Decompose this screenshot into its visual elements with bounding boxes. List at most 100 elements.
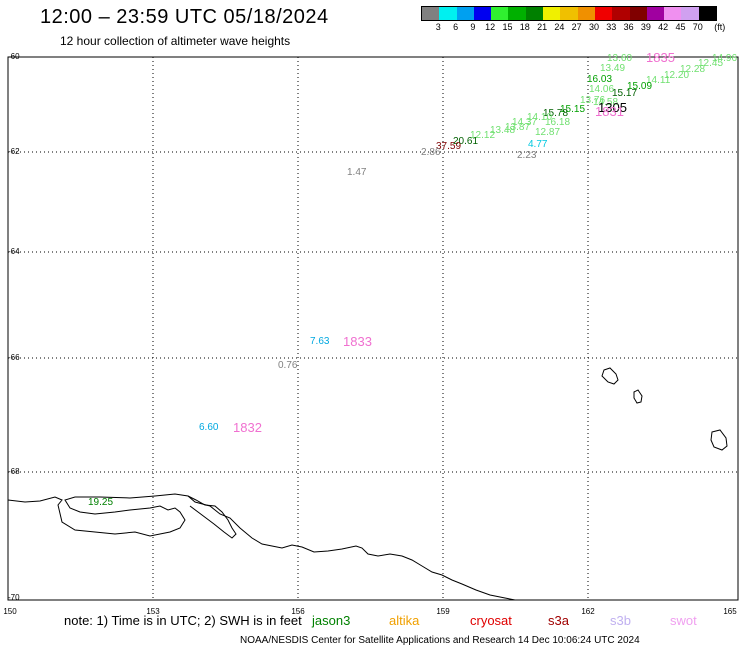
- legend-tick-label: 15: [502, 22, 513, 32]
- legend-tick-label: 39: [640, 22, 651, 32]
- legend-swatch: [646, 7, 665, 20]
- lat-label: -66: [8, 353, 20, 362]
- legend-swatch: [508, 7, 526, 20]
- wave-height-label: 12.87: [535, 127, 561, 138]
- wave-height-label: 19.25: [88, 497, 114, 508]
- wave-height-label: 20.61: [453, 136, 479, 147]
- legend-swatch: [612, 7, 630, 20]
- wave-height-label: 12.20: [664, 70, 690, 81]
- wave-height-label: 15.09: [627, 81, 653, 92]
- wave-height-label: 2.86: [421, 147, 441, 158]
- wave-height-label: 37.59: [436, 141, 462, 152]
- antarctic-coastline: [7, 493, 516, 601]
- wave-height-label: 13.76: [580, 95, 606, 106]
- lat-label: -60: [8, 52, 20, 61]
- chart-title: 12:00 – 23:59 UTC 05/18/2024: [40, 6, 329, 28]
- legend-tick-label: 6: [453, 22, 459, 32]
- satellite-legend-s3a: s3a: [548, 613, 569, 628]
- wave-height-label: 14.10: [527, 112, 553, 123]
- satellite-legend-s3b: s3b: [610, 613, 631, 628]
- lon-label: 156: [291, 607, 305, 616]
- satellite-legend-altika: altika: [389, 613, 420, 628]
- wave-height-label: 13.60: [607, 53, 633, 64]
- satellite-time-label: 1305: [598, 100, 627, 115]
- map-frame: [7, 56, 739, 601]
- lon-label: 150: [3, 607, 17, 616]
- wave-height-label: 15.78: [543, 108, 569, 119]
- legend-tick-label: 3: [435, 22, 441, 32]
- wave-height-label: 15.17: [612, 88, 638, 99]
- lon-label: 165: [723, 607, 737, 616]
- satellite-time-label: 1832: [233, 420, 262, 435]
- legend-tick-label: 42: [658, 22, 669, 32]
- wave-height-label: 0.76: [278, 360, 298, 371]
- legend-swatch: [698, 7, 717, 20]
- legend-swatch: [681, 7, 699, 20]
- footnote: note: 1) Time is in UTC; 2) SWH is in fe…: [64, 613, 302, 628]
- lon-label: 159: [436, 607, 450, 616]
- wave-height-label: 14.37: [512, 117, 538, 128]
- graticule: [8, 57, 738, 600]
- wave-height-label: 14.58: [593, 97, 619, 108]
- island-1: [601, 367, 619, 385]
- wave-height-label: 13.48: [490, 125, 516, 136]
- legend-swatch: [543, 7, 561, 20]
- legend-swatch: [439, 7, 457, 20]
- legend-tick-label: 21: [537, 22, 548, 32]
- legend-swatch: [577, 7, 595, 20]
- legend-swatch: [456, 7, 474, 20]
- legend-tick-label: 45: [675, 22, 686, 32]
- wave-height-label: 16.18: [545, 117, 571, 128]
- island-3: [710, 429, 728, 451]
- wave-height-label: 2.23: [517, 150, 537, 161]
- wave-height-label: 1.47: [347, 167, 367, 178]
- wave-height-label: 14.11: [646, 75, 671, 86]
- legend-tick-label: 27: [571, 22, 582, 32]
- coastline-inlet: [187, 495, 237, 539]
- legend-swatch: [594, 7, 613, 20]
- satellite-legend-swot: swot: [670, 613, 697, 628]
- wave-height-label: 12.45: [698, 58, 724, 69]
- lat-label: -68: [8, 467, 20, 476]
- legend-swatch: [629, 7, 647, 20]
- island-2: [633, 389, 643, 404]
- legend-swatch: [473, 7, 492, 20]
- wave-height-label: 4.77: [528, 139, 548, 150]
- chart-subtitle: 12 hour collection of altimeter wave hei…: [60, 34, 291, 48]
- wave-height-label: 7.63: [310, 336, 330, 347]
- satellite-time-label: 1831: [595, 104, 624, 119]
- wave-height-label: 12.28: [680, 64, 706, 75]
- legend-swatch: [491, 7, 509, 20]
- legend-tick-label: 24: [554, 22, 565, 32]
- credit-line: NOAA/NESDIS Center for Satellite Applica…: [240, 635, 640, 646]
- satellite-legend-cryosat: cryosat: [470, 613, 512, 628]
- legend-tick-label: 36: [623, 22, 634, 32]
- legend-tick-label: 12: [485, 22, 496, 32]
- lon-label: 153: [146, 607, 160, 616]
- legend-tick-label: 30: [588, 22, 600, 32]
- legend-tick-label: 18: [519, 22, 530, 32]
- satellite-legend-jason3: jason3: [312, 613, 351, 628]
- satellite-time-label: 1833: [343, 334, 372, 349]
- wave-height-label: 16.03: [587, 74, 613, 85]
- legend-swatch: [664, 7, 682, 20]
- wave-height-label: 12.12: [470, 130, 496, 141]
- wave-height-color-legend: 3 6 9 12 15 18 21 24 27 30 33 36 39 42 45 70 (ft): [421, 6, 726, 33]
- legend-swatches: [421, 6, 718, 21]
- legend-unit-label: (ft): [714, 22, 726, 32]
- wave-height-label: 15.15: [560, 104, 586, 115]
- wave-height-label: 14.96: [712, 53, 738, 64]
- lat-label: -70: [8, 593, 20, 602]
- legend-tick-label: 33: [606, 22, 617, 32]
- satellite-time-label: 1835: [646, 50, 675, 65]
- wave-height-label: 6.60: [199, 422, 219, 433]
- legend-tick-labels: 3 6 9 12 15 18 21 24 27 30 33 36 39 42 45 70 (ft): [421, 21, 726, 33]
- lat-label: -64: [8, 247, 20, 256]
- legend-tick-label: 70: [692, 22, 703, 32]
- lat-label: -62: [8, 147, 20, 156]
- legend-swatch: [560, 7, 578, 20]
- wave-height-label: 13.49: [600, 63, 626, 74]
- wave-height-label: 14.06: [589, 84, 615, 95]
- legend-swatch: [422, 7, 440, 20]
